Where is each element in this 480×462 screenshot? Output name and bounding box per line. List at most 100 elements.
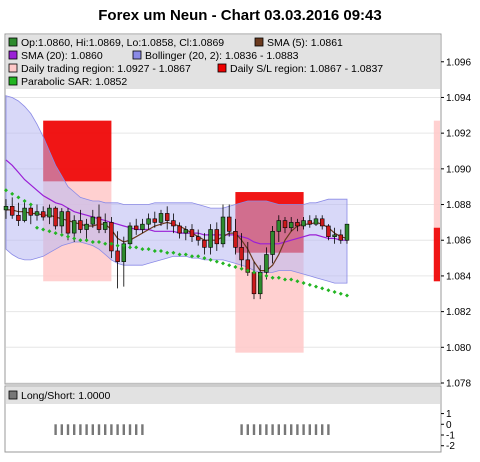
- candle-body: [313, 218, 319, 225]
- sar-point: [10, 191, 15, 196]
- sar-point: [159, 248, 163, 253]
- candle-body: [288, 222, 294, 229]
- sar-point: [16, 195, 21, 200]
- sar-point: [345, 293, 349, 298]
- long-short-bar: [290, 424, 293, 435]
- long-short-bar: [271, 424, 274, 435]
- candle-body: [251, 272, 257, 295]
- candle-body: [9, 206, 15, 216]
- legend-swatch: [8, 50, 18, 60]
- candle-body: [177, 225, 182, 234]
- candle-body: [127, 225, 133, 245]
- candle-body: [332, 234, 337, 237]
- long-short-bar: [321, 424, 324, 435]
- candle-body: [226, 216, 232, 232]
- y-tick-label: 1.090: [446, 164, 471, 175]
- legend-label: Parabolic SAR: 1.0852: [21, 76, 127, 88]
- candle-body: [22, 207, 27, 221]
- legend-swatch: [8, 63, 18, 73]
- legend-swatch: [132, 50, 142, 60]
- long-short-swatch: [8, 390, 18, 400]
- sar-point: [332, 289, 337, 294]
- long-short-bar: [116, 424, 119, 435]
- ls-tick-label: -1: [446, 431, 455, 442]
- sar-point: [41, 227, 46, 232]
- sar-point: [97, 240, 101, 245]
- long-short-bar: [128, 424, 132, 435]
- sar-point: [320, 286, 325, 291]
- sar-point: [90, 240, 95, 245]
- sar-point: [183, 252, 188, 257]
- long-short-bar: [327, 424, 330, 435]
- sar-point: [103, 241, 108, 246]
- candle-body: [96, 216, 102, 230]
- legend-swatch: [254, 37, 264, 47]
- y-tick-label: 1.082: [446, 307, 471, 318]
- sar-point: [35, 225, 39, 230]
- sar-point: [295, 279, 300, 284]
- candle-body: [16, 214, 21, 221]
- long-short-bar: [240, 424, 243, 435]
- sar-point: [314, 284, 318, 289]
- sar-point: [214, 259, 219, 264]
- candle-body: [326, 225, 331, 237]
- sar-point: [283, 277, 287, 282]
- long-short-label: Long/Short: 1.0000: [21, 390, 110, 402]
- sar-point: [171, 250, 176, 255]
- sar-point: [270, 275, 275, 280]
- legend-label: Bollinger (20, 2): 1.0836 - 1.0883: [145, 50, 299, 62]
- long-short-bar: [97, 424, 101, 435]
- candle-body: [239, 247, 244, 261]
- candle-body: [28, 207, 34, 216]
- ls-tick-label: 0: [446, 420, 452, 431]
- candle-body: [195, 236, 201, 241]
- candle-body: [214, 229, 220, 245]
- sar-point: [66, 234, 70, 239]
- candle-body: [102, 222, 108, 230]
- long-short-bar: [296, 424, 299, 435]
- candle-body: [202, 239, 207, 248]
- sar-point: [109, 241, 114, 246]
- long-short-bar: [79, 424, 82, 435]
- long-short-axis: 10-1-2: [441, 409, 455, 452]
- y-tick-label: 1.094: [446, 93, 471, 104]
- long-short-bar: [277, 424, 280, 435]
- candle-body: [34, 211, 40, 216]
- y-tick-label: 1.080: [446, 343, 471, 354]
- candle-body: [276, 220, 282, 232]
- sar-point: [78, 238, 83, 243]
- long-short-bar: [246, 424, 249, 435]
- candle-body: [233, 231, 238, 248]
- sar-point: [301, 281, 306, 286]
- long-short-header: [6, 387, 440, 404]
- sar-point: [84, 238, 89, 243]
- sar-point: [128, 245, 132, 250]
- sar-point: [53, 231, 58, 236]
- long-short-bar: [135, 424, 138, 435]
- long-short-bar: [91, 424, 94, 435]
- legend-swatch: [8, 37, 18, 47]
- legend-label: Daily S/L region: 1.0867 - 1.0837: [230, 63, 383, 75]
- candle-body: [171, 220, 176, 227]
- legend-background: [6, 35, 440, 89]
- long-short-bar: [252, 424, 256, 435]
- sar-point: [221, 261, 225, 266]
- candle-body: [133, 225, 139, 230]
- y-tick-label: 1.092: [446, 129, 471, 140]
- legend: Op:1.0860, Hi:1.0869, Lo:1.0858, Cl:1.08…: [6, 35, 440, 89]
- candle-body: [295, 222, 300, 227]
- candle-body: [220, 216, 226, 245]
- sar-point: [152, 248, 157, 253]
- sar-point: [47, 229, 52, 234]
- sar-point: [289, 277, 294, 282]
- sar-point: [196, 254, 201, 259]
- sar-point: [28, 202, 33, 207]
- ls-tick-label: -2: [446, 441, 455, 452]
- legend-label: Daily trading region: 1.0927 - 1.0867: [21, 63, 191, 75]
- candle-body: [53, 207, 58, 227]
- candle-body: [319, 218, 325, 227]
- sar-point: [258, 272, 263, 277]
- candle-body: [158, 213, 164, 223]
- sar-point: [165, 250, 170, 255]
- candle-body: [47, 207, 52, 218]
